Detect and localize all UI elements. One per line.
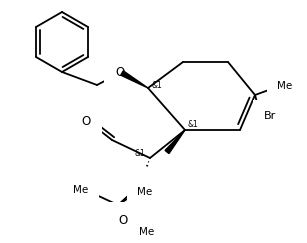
Text: &1: &1 xyxy=(134,148,145,157)
Text: O: O xyxy=(115,67,125,79)
Text: Me: Me xyxy=(73,185,89,195)
Text: O: O xyxy=(81,115,91,129)
Text: O: O xyxy=(119,214,128,226)
Text: &1: &1 xyxy=(188,121,199,130)
Text: Me: Me xyxy=(137,187,153,197)
Polygon shape xyxy=(165,130,185,154)
Text: Me: Me xyxy=(278,81,293,91)
Text: Me: Me xyxy=(139,227,155,237)
Text: &1: &1 xyxy=(151,81,162,90)
Text: Br: Br xyxy=(264,111,276,121)
Text: O: O xyxy=(140,179,150,191)
Polygon shape xyxy=(121,71,148,88)
